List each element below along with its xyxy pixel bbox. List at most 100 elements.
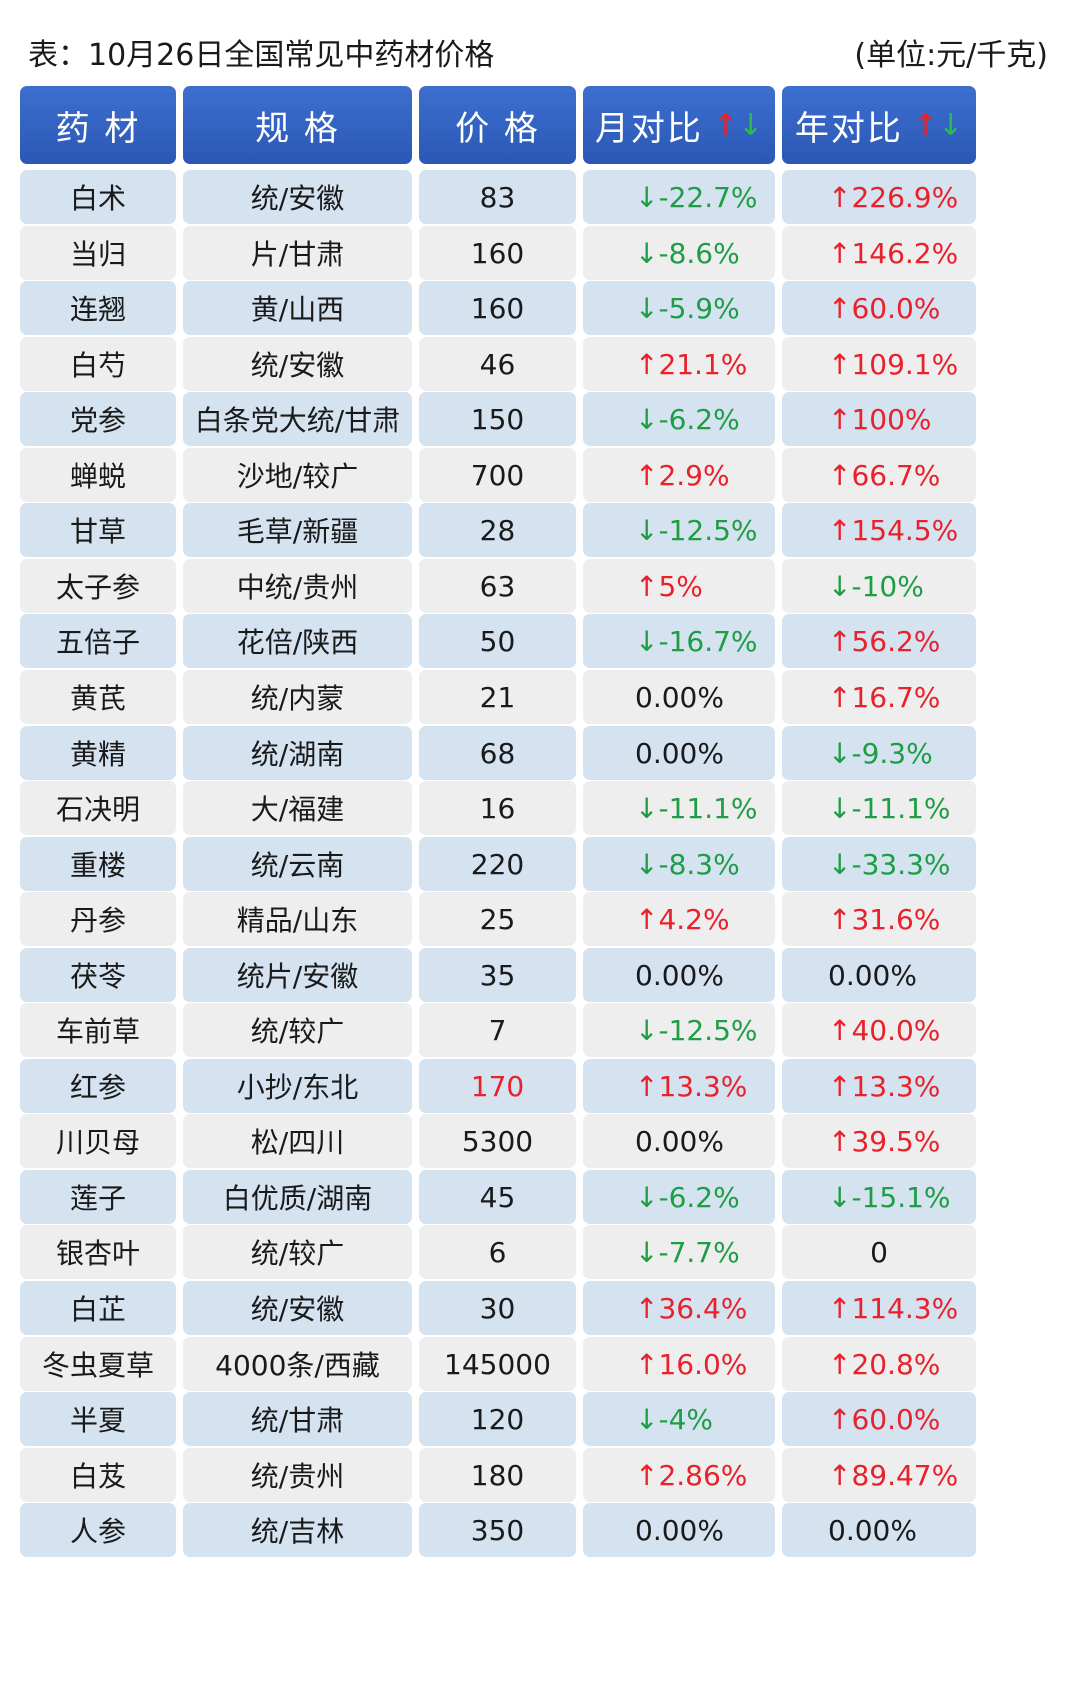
cell-month: ↑5% bbox=[583, 559, 775, 613]
cell-month: ↑21.1% bbox=[583, 337, 775, 391]
cell-spec: 黄/山西 bbox=[183, 281, 412, 335]
cell-year: ↑114.3% bbox=[782, 1281, 976, 1335]
table-row: 人参 统/吉林 350 0.00% 0.00% bbox=[20, 1503, 976, 1557]
table-row: 红参 小抄/东北 170 ↑13.3% ↑13.3% bbox=[20, 1059, 976, 1113]
cell-month: ↑16.0% bbox=[583, 1337, 775, 1391]
cell-price: 120 bbox=[419, 1392, 576, 1446]
cell-month: ↓-22.7% bbox=[583, 170, 775, 224]
cell-name: 黄芪 bbox=[20, 670, 176, 724]
cell-spec: 统/甘肃 bbox=[183, 1392, 412, 1446]
cell-name: 川贝母 bbox=[20, 1114, 176, 1168]
cell-year: 0.00% bbox=[782, 948, 976, 1002]
table-row: 茯苓 统片/安徽 35 0.00% 0.00% bbox=[20, 948, 976, 1002]
cell-name: 茯苓 bbox=[20, 948, 176, 1002]
table-row: 车前草 统/较广 7 ↓-12.5% ↑40.0% bbox=[20, 1003, 976, 1057]
cell-price: 700 bbox=[419, 448, 576, 502]
trend-arrows-icon: ↑↓ bbox=[913, 108, 963, 143]
cell-month: ↓-6.2% bbox=[583, 392, 775, 446]
cell-month: 0.00% bbox=[583, 1114, 775, 1168]
cell-name: 重楼 bbox=[20, 837, 176, 891]
cell-month: ↓-16.7% bbox=[583, 614, 775, 668]
cell-price: 21 bbox=[419, 670, 576, 724]
cell-price: 35 bbox=[419, 948, 576, 1002]
cell-year: ↓-15.1% bbox=[782, 1170, 976, 1224]
cell-name: 红参 bbox=[20, 1059, 176, 1113]
cell-spec: 统/吉林 bbox=[183, 1503, 412, 1557]
arrow-up-icon: ↑ bbox=[712, 107, 738, 143]
header-name-label: 药 材 bbox=[55, 108, 141, 149]
cell-spec: 统/安徽 bbox=[183, 1281, 412, 1335]
cell-year: ↑56.2% bbox=[782, 614, 976, 668]
table-row: 连翘 黄/山西 160 ↓-5.9% ↑60.0% bbox=[20, 281, 976, 335]
table-row: 党参 白条党大统/甘肃 150 ↓-6.2% ↑100% bbox=[20, 392, 976, 446]
cell-name: 党参 bbox=[20, 392, 176, 446]
cell-price: 45 bbox=[419, 1170, 576, 1224]
cell-year: ↑40.0% bbox=[782, 1003, 976, 1057]
cell-spec: 精品/山东 bbox=[183, 892, 412, 946]
cell-name: 当归 bbox=[20, 226, 176, 280]
cell-spec: 白优质/湖南 bbox=[183, 1170, 412, 1224]
cell-year: ↑226.9% bbox=[782, 170, 976, 224]
cell-name: 蝉蜕 bbox=[20, 448, 176, 502]
table-row: 甘草 毛草/新疆 28 ↓-12.5% ↑154.5% bbox=[20, 503, 976, 557]
arrow-up-icon: ↑ bbox=[912, 107, 938, 143]
cell-price: 145000 bbox=[419, 1337, 576, 1391]
title-row: 表：10月26日全国常见中药材价格 (单位:元/千克) bbox=[28, 30, 1048, 74]
cell-spec: 沙地/较广 bbox=[183, 448, 412, 502]
table-row: 川贝母 松/四川 5300 0.00% ↑39.5% bbox=[20, 1114, 976, 1168]
table-row: 黄精 统/湖南 68 0.00% ↓-9.3% bbox=[20, 726, 976, 780]
header-price-label: 价 格 bbox=[455, 108, 540, 149]
cell-spec: 白条党大统/甘肃 bbox=[183, 392, 412, 446]
cell-name: 黄精 bbox=[20, 726, 176, 780]
cell-month: 0.00% bbox=[583, 948, 775, 1002]
cell-price: 68 bbox=[419, 726, 576, 780]
cell-month: ↓-8.3% bbox=[583, 837, 775, 891]
cell-month: ↓-11.1% bbox=[583, 781, 775, 835]
cell-spec: 4000条/西藏 bbox=[183, 1337, 412, 1391]
cell-price: 220 bbox=[419, 837, 576, 891]
cell-month: 0.00% bbox=[583, 670, 775, 724]
cell-spec: 松/四川 bbox=[183, 1114, 412, 1168]
cell-spec: 统/较广 bbox=[183, 1003, 412, 1057]
cell-year: ↑146.2% bbox=[782, 226, 976, 280]
table-row: 重楼 统/云南 220 ↓-8.3% ↓-33.3% bbox=[20, 837, 976, 891]
table-title: 表：10月26日全国常见中药材价格 bbox=[28, 38, 495, 73]
cell-name: 甘草 bbox=[20, 503, 176, 557]
cell-year: ↑31.6% bbox=[782, 892, 976, 946]
table-row: 当归 片/甘肃 160 ↓-8.6% ↑146.2% bbox=[20, 226, 976, 280]
cell-spec: 大/福建 bbox=[183, 781, 412, 835]
cell-year: ↑20.8% bbox=[782, 1337, 976, 1391]
cell-year: ↓-33.3% bbox=[782, 837, 976, 891]
cell-year: ↑66.7% bbox=[782, 448, 976, 502]
cell-year: ↑60.0% bbox=[782, 1392, 976, 1446]
cell-spec: 统片/安徽 bbox=[183, 948, 412, 1002]
table-row: 白芷 统/安徽 30 ↑36.4% ↑114.3% bbox=[20, 1281, 976, 1335]
table-row: 莲子 白优质/湖南 45 ↓-6.2% ↓-15.1% bbox=[20, 1170, 976, 1224]
cell-price: 350 bbox=[419, 1503, 576, 1557]
cell-name: 太子参 bbox=[20, 559, 176, 613]
cell-price: 6 bbox=[419, 1225, 576, 1279]
cell-price: 150 bbox=[419, 392, 576, 446]
table-row: 太子参 中统/贵州 63 ↑5% ↓-10% bbox=[20, 559, 976, 613]
table-row: 银杏叶 统/较广 6 ↓-7.7% 0 bbox=[20, 1225, 976, 1279]
cell-spec: 统/内蒙 bbox=[183, 670, 412, 724]
cell-year: ↑100% bbox=[782, 392, 976, 446]
cell-month: ↓-12.5% bbox=[583, 1003, 775, 1057]
cell-month: ↓-8.6% bbox=[583, 226, 775, 280]
cell-name: 连翘 bbox=[20, 281, 176, 335]
cell-price: 16 bbox=[419, 781, 576, 835]
cell-name: 莲子 bbox=[20, 1170, 176, 1224]
cell-month: ↓-6.2% bbox=[583, 1170, 775, 1224]
cell-spec: 统/贵州 bbox=[183, 1448, 412, 1502]
trend-arrows-icon: ↑↓ bbox=[713, 108, 763, 143]
table-row: 半夏 统/甘肃 120 ↓-4% ↑60.0% bbox=[20, 1392, 976, 1446]
cell-month: ↑13.3% bbox=[583, 1059, 775, 1113]
cell-name: 五倍子 bbox=[20, 614, 176, 668]
cell-year: 0.00% bbox=[782, 1503, 976, 1557]
arrow-down-icon: ↓ bbox=[738, 107, 764, 143]
cell-month: ↓-5.9% bbox=[583, 281, 775, 335]
cell-spec: 毛草/新疆 bbox=[183, 503, 412, 557]
cell-price: 50 bbox=[419, 614, 576, 668]
cell-name: 白芷 bbox=[20, 1281, 176, 1335]
cell-spec: 统/较广 bbox=[183, 1225, 412, 1279]
